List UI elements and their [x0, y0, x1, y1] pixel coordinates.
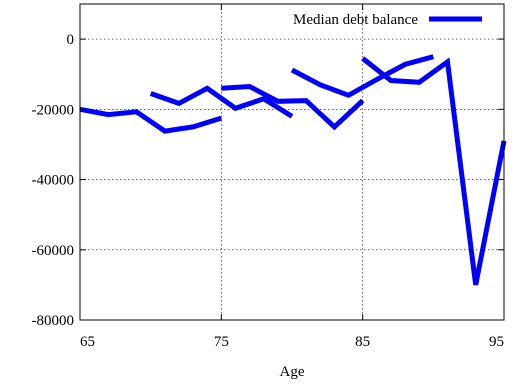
- x-axis-label: Age: [280, 364, 305, 380]
- legend: Median debt balance: [293, 12, 482, 28]
- x-tick-label: 95: [489, 334, 504, 350]
- x-tick-label: 65: [80, 334, 95, 350]
- y-tick-label: -40000: [32, 173, 75, 189]
- series-line-segment: [361, 56, 507, 286]
- y-tick-label: -20000: [32, 102, 75, 118]
- legend-label: Median debt balance: [293, 12, 418, 28]
- grid: [80, 4, 504, 320]
- series-line-segment: [79, 106, 223, 134]
- series-line-segment: [149, 85, 294, 119]
- plot-series: [79, 54, 507, 286]
- axis-ticks: 0 -20000 -40000 -60000 -80000 65 75 85 95: [32, 4, 505, 350]
- plot-frame: [79, 3, 505, 321]
- series-line-segment: [221, 83, 365, 131]
- series-line-segment: [290, 54, 434, 99]
- y-tick-label: -80000: [32, 313, 75, 329]
- y-tick-label: -60000: [32, 243, 75, 259]
- x-tick-label: 85: [355, 334, 370, 350]
- y-tick-label: 0: [67, 32, 75, 48]
- x-tick-label: 75: [214, 334, 229, 350]
